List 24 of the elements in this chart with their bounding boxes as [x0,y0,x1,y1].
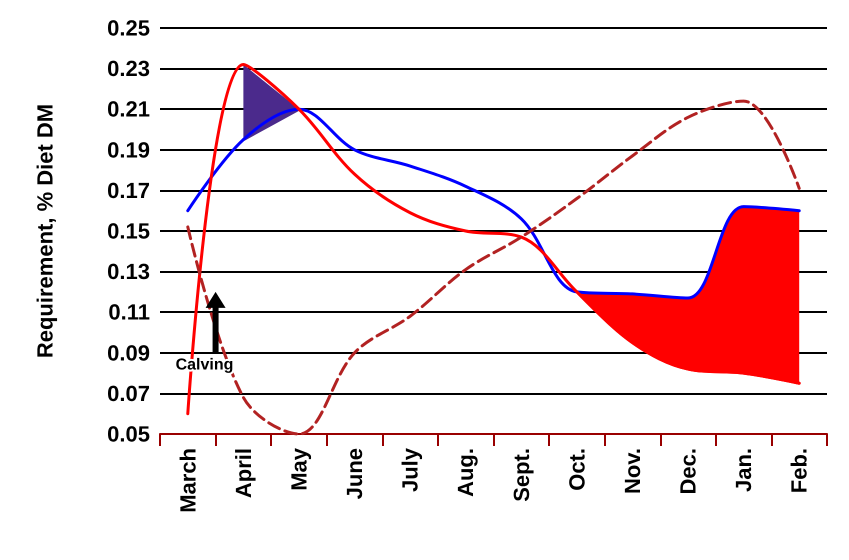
x-tick-label: Feb. [786,448,812,494]
y-tick-label: 0.17 [107,178,150,203]
x-tick-label: Sept. [508,448,534,502]
x-tick-label: June [342,448,368,500]
y-tick-label: 0.25 [107,16,150,40]
x-tick-label: Oct. [564,448,590,491]
x-tick-label: July [398,447,423,492]
y-tick-label: 0.13 [107,259,150,284]
x-tick-label: Dec. [676,448,701,494]
x-tick-label: Jan. [731,448,756,492]
y-tick-label: 0.07 [107,380,150,406]
y-tick-label: 0.09 [107,340,150,366]
y-tick-label: 0.21 [107,96,150,122]
x-tick-label: March [175,448,200,513]
x-tick-label: April [230,448,256,498]
x-tick-label: May [286,447,312,491]
y-axis-title: Requirement, % Diet DM [32,104,58,358]
y-tick-label: 0.11 [108,300,150,325]
y-tick-label: 0.15 [107,218,150,244]
y-tick-label: 0.23 [107,56,150,82]
y-tick-label: 0.05 [107,422,150,446]
y-tick-label: 0.19 [107,137,150,162]
x-tick-label: Aug. [453,448,478,497]
x-tick-label: Nov. [620,448,645,494]
